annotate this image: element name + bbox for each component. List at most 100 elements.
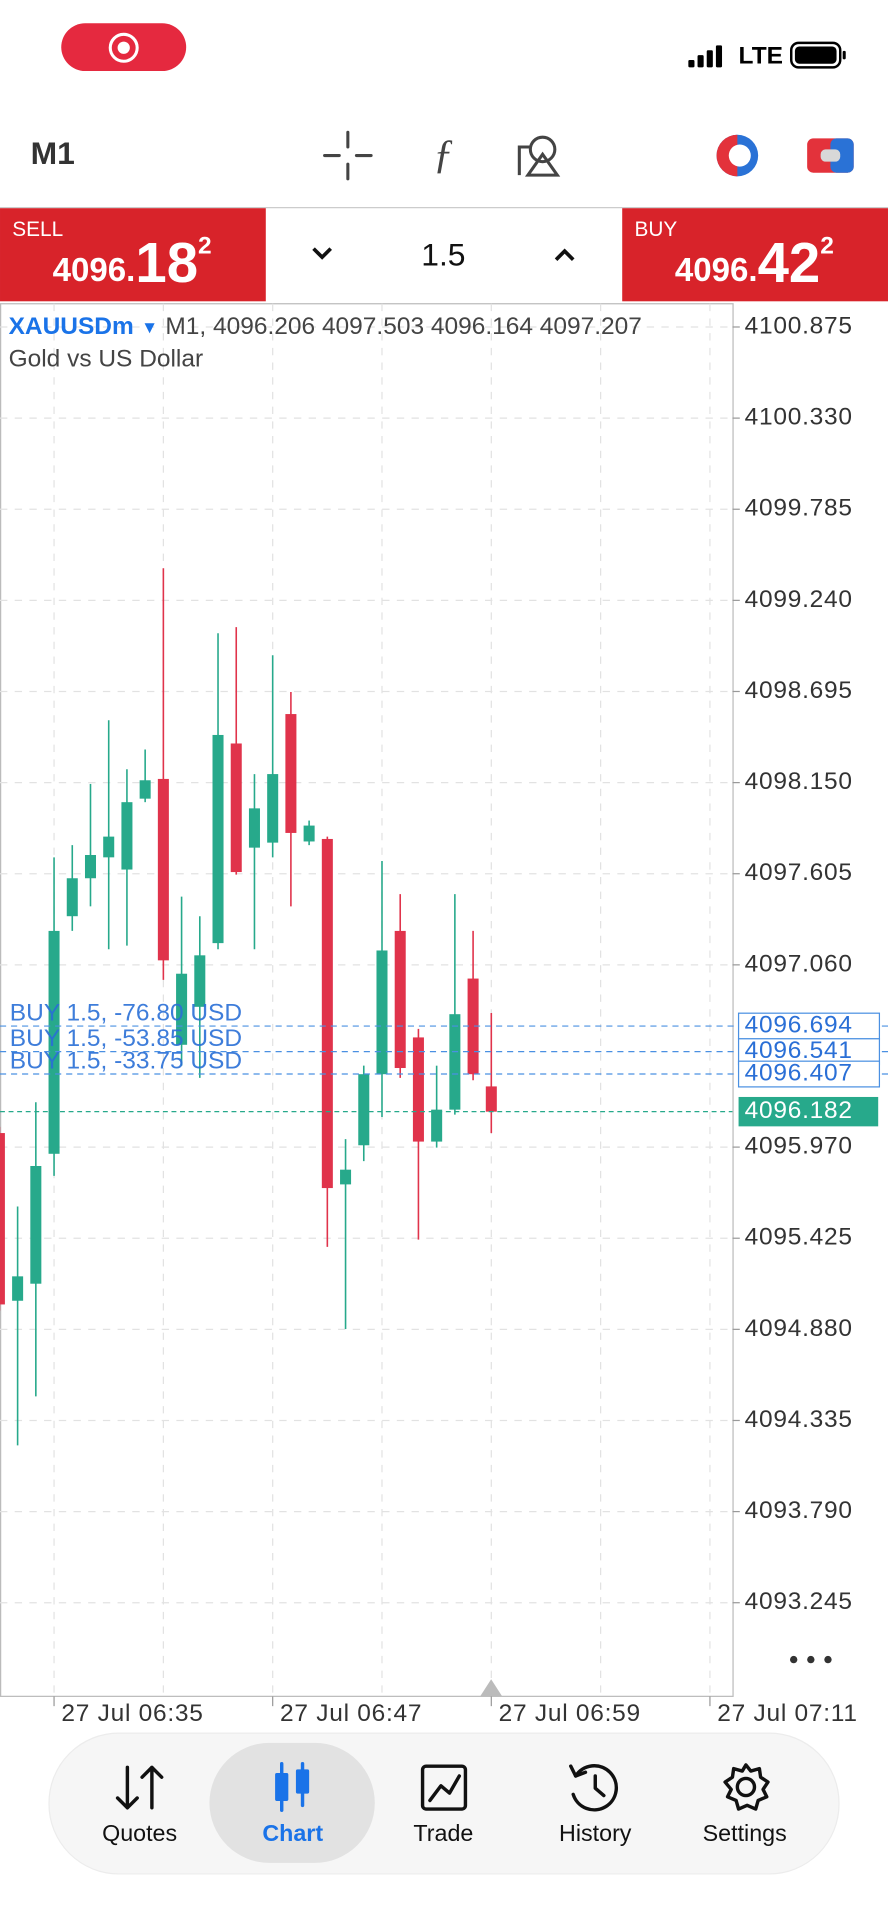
y-tick-label: 4094.880 bbox=[745, 1315, 853, 1342]
candle-body bbox=[376, 950, 388, 1075]
more-button[interactable] bbox=[790, 1655, 832, 1664]
x-tick-label: 27 Jul 06:59 bbox=[499, 1700, 641, 1727]
sell-label: SELL bbox=[12, 218, 63, 241]
current-price-label: 4096.182 bbox=[745, 1097, 853, 1124]
indicators-icon[interactable]: ƒ bbox=[433, 132, 454, 178]
candle-body bbox=[103, 836, 115, 858]
y-tick-label: 4098.695 bbox=[745, 677, 853, 704]
order-price-label: 4096.407 bbox=[745, 1060, 853, 1087]
sell-price: 4096.182 bbox=[53, 231, 212, 294]
order-price-label: 4096.694 bbox=[745, 1012, 853, 1039]
symbol-dropdown[interactable]: ▼ bbox=[141, 317, 158, 337]
candle-body bbox=[176, 973, 188, 1045]
candle-body bbox=[431, 1109, 443, 1142]
candle-body bbox=[30, 1165, 42, 1284]
nav-item[interactable]: History bbox=[559, 1820, 632, 1846]
quotes-icon[interactable] bbox=[115, 1765, 164, 1810]
y-tick-label: 4095.970 bbox=[745, 1133, 853, 1160]
candle-body bbox=[66, 878, 78, 917]
candle-body bbox=[121, 802, 133, 870]
candle-body bbox=[285, 714, 297, 833]
sell-price-main: 4096. bbox=[53, 252, 136, 289]
volume-down[interactable] bbox=[312, 247, 333, 260]
settings-icon[interactable] bbox=[723, 1763, 770, 1811]
record-icon bbox=[108, 32, 139, 63]
symbol[interactable]: XAUUSDm bbox=[9, 314, 134, 341]
buy-price-big: 42 bbox=[758, 231, 821, 294]
volume-up[interactable] bbox=[554, 248, 575, 261]
crosshair-icon[interactable] bbox=[323, 130, 373, 181]
y-tick-label: 4099.240 bbox=[745, 586, 853, 613]
chart-frame[interactable] bbox=[0, 303, 734, 1697]
battery-tip bbox=[842, 50, 846, 60]
sell-price-big: 18 bbox=[135, 231, 198, 294]
ohlc-info: M1, 4096.206 4097.503 4096.164 4097.207 bbox=[165, 314, 642, 341]
candle-body bbox=[321, 838, 333, 1189]
symbol-description: Gold vs US Dollar bbox=[9, 346, 204, 373]
candle-body bbox=[248, 808, 260, 848]
scroll-marker[interactable] bbox=[480, 1679, 503, 1697]
candle-body bbox=[230, 743, 242, 873]
candle-body bbox=[212, 734, 224, 944]
order-label[interactable]: BUY 1.5, -76.80 USD bbox=[10, 999, 242, 1026]
account-icon[interactable] bbox=[716, 134, 759, 177]
sell-button[interactable] bbox=[0, 208, 266, 302]
trade-nav-icon[interactable] bbox=[420, 1764, 468, 1811]
candle-body bbox=[0, 1133, 5, 1305]
nav-item[interactable]: Quotes bbox=[102, 1820, 177, 1846]
objects-icon[interactable] bbox=[517, 135, 561, 177]
nav-item[interactable]: Settings bbox=[703, 1820, 787, 1846]
network-label: LTE bbox=[739, 42, 783, 69]
y-tick-label: 4100.875 bbox=[745, 312, 853, 339]
buy-price-sup: 2 bbox=[820, 233, 834, 260]
y-tick-label: 4097.605 bbox=[745, 859, 853, 886]
nav-bar bbox=[48, 1732, 840, 1875]
candle-body bbox=[267, 774, 279, 843]
order-label[interactable]: BUY 1.5, -53.85 USD bbox=[10, 1025, 242, 1052]
x-tick-label: 27 Jul 06:35 bbox=[61, 1700, 203, 1727]
y-tick-label: 4093.790 bbox=[745, 1497, 853, 1524]
signal-icon bbox=[688, 45, 723, 68]
sell-price-sup: 2 bbox=[198, 233, 212, 260]
order-price-label: 4096.541 bbox=[745, 1037, 853, 1064]
nav-active-pill bbox=[209, 1742, 375, 1863]
battery-level bbox=[794, 46, 837, 64]
nav-item[interactable]: Chart bbox=[262, 1820, 323, 1846]
candle-body bbox=[194, 955, 206, 1007]
buy-label: BUY bbox=[634, 218, 677, 241]
timeframe-button[interactable]: M1 bbox=[31, 135, 75, 171]
chart-info: XAUUSDm ▼ M1, 4096.206 4097.503 4096.164 4… bbox=[9, 314, 642, 341]
history-icon[interactable] bbox=[569, 1764, 619, 1812]
nav-item[interactable]: Trade bbox=[413, 1820, 473, 1846]
candle-body bbox=[340, 1169, 352, 1185]
y-tick-label: 4095.425 bbox=[745, 1224, 853, 1251]
volume[interactable]: 1.5 bbox=[421, 237, 465, 273]
current-price-box bbox=[738, 1096, 879, 1127]
order-label[interactable]: BUY 1.5, -33.75 USD bbox=[10, 1047, 242, 1074]
candle-body bbox=[485, 1086, 497, 1112]
y-tick-label: 4093.245 bbox=[745, 1588, 853, 1615]
candle-body bbox=[139, 780, 151, 799]
candle-body bbox=[358, 1074, 370, 1146]
chart-icon[interactable] bbox=[275, 1762, 310, 1812]
buy-price-main: 4096. bbox=[675, 252, 758, 289]
candle-body bbox=[412, 1037, 424, 1142]
trade-icon[interactable] bbox=[807, 138, 854, 173]
buy-price: 4096.422 bbox=[675, 231, 834, 294]
y-tick-label: 4094.335 bbox=[745, 1406, 853, 1433]
candle-body bbox=[12, 1276, 24, 1301]
y-tick-label: 4098.150 bbox=[745, 768, 853, 795]
candle-body bbox=[157, 778, 169, 961]
candle-body bbox=[303, 825, 315, 842]
y-tick-label: 4099.785 bbox=[745, 495, 853, 522]
buy-button[interactable] bbox=[622, 208, 888, 302]
x-tick-label: 27 Jul 06:47 bbox=[280, 1700, 422, 1727]
y-tick-label: 4100.330 bbox=[745, 404, 853, 431]
candle-body bbox=[467, 978, 479, 1075]
record-dot bbox=[117, 41, 130, 54]
candle-body bbox=[48, 930, 60, 1154]
battery bbox=[790, 41, 842, 69]
